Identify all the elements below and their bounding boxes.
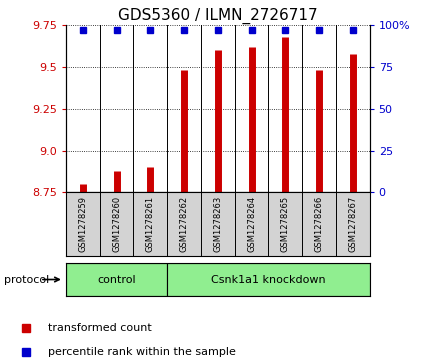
Text: GSM1278260: GSM1278260: [112, 196, 121, 252]
Bar: [66, 263, 167, 296]
Text: GSM1278261: GSM1278261: [146, 196, 155, 252]
Text: Csnk1a1 knockdown: Csnk1a1 knockdown: [211, 274, 326, 285]
Text: control: control: [97, 274, 136, 285]
Bar: [167, 263, 370, 296]
Text: transformed count: transformed count: [48, 323, 151, 333]
Text: GSM1278264: GSM1278264: [247, 196, 256, 252]
Text: GSM1278259: GSM1278259: [78, 196, 88, 252]
Text: GSM1278262: GSM1278262: [180, 196, 189, 252]
Title: GDS5360 / ILMN_2726717: GDS5360 / ILMN_2726717: [118, 8, 318, 24]
Text: protocol: protocol: [4, 274, 50, 285]
Text: GSM1278267: GSM1278267: [348, 196, 357, 252]
Text: percentile rank within the sample: percentile rank within the sample: [48, 347, 235, 357]
Text: GSM1278263: GSM1278263: [213, 196, 222, 252]
Text: GSM1278266: GSM1278266: [315, 196, 323, 252]
Text: GSM1278265: GSM1278265: [281, 196, 290, 252]
